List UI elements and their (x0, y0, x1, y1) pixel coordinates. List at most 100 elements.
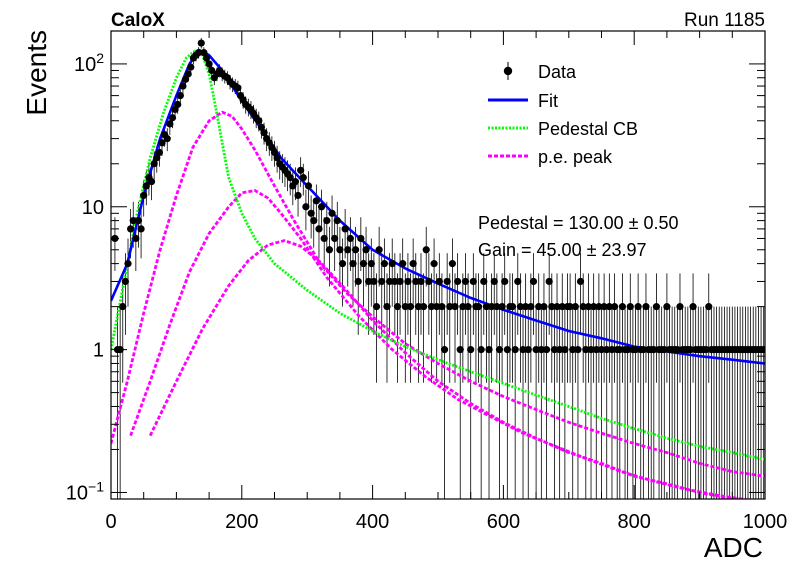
curve-p-e-peak (148, 239, 741, 499)
data-point (336, 246, 344, 254)
x-tick-label: 1000 (743, 511, 788, 533)
data-point (163, 135, 171, 143)
data-point (338, 260, 347, 268)
data-point (425, 277, 433, 286)
y-tick-label: 102 (74, 50, 104, 76)
y-tick-label: 10 (82, 197, 104, 219)
data-point (399, 260, 407, 268)
data-point (132, 234, 140, 243)
data-point (124, 260, 132, 268)
curve-pedestal-cb (111, 48, 765, 461)
data-point (195, 49, 203, 57)
data-point (325, 246, 334, 254)
data-point (574, 346, 582, 354)
data-point (137, 225, 145, 233)
data-point (605, 303, 613, 311)
data-point (511, 346, 519, 354)
data-point (652, 303, 661, 311)
data-point (582, 346, 590, 354)
legend-entry-data: Data (503, 62, 577, 82)
data-point (184, 70, 192, 78)
data-point (469, 277, 477, 286)
data-point (474, 303, 483, 311)
legend-entry-pe-peak: p.e. peak (488, 147, 613, 167)
data-point (430, 260, 438, 268)
y-axis-label: Events (21, 30, 52, 116)
data-point (464, 303, 472, 311)
data-point (291, 178, 300, 186)
data-point (414, 303, 422, 311)
data-point (610, 303, 619, 311)
data-point (522, 303, 530, 311)
data-point (532, 346, 540, 354)
data-point (181, 75, 190, 83)
data-point (550, 346, 559, 354)
data-point (409, 260, 417, 268)
data-point (529, 277, 538, 286)
data-point (378, 277, 386, 286)
y-tick-labels: 10−1 1 10 102 (66, 50, 104, 505)
data-point (535, 303, 543, 311)
data-point (134, 217, 143, 225)
data-point (304, 182, 313, 190)
data-point (477, 346, 485, 354)
data-point (346, 234, 354, 243)
data-point (386, 277, 394, 286)
data-point (519, 346, 527, 354)
data-point (624, 346, 632, 354)
data-point (357, 234, 365, 243)
data-point (129, 217, 137, 225)
data-point (294, 191, 302, 200)
data-point (467, 346, 475, 354)
data-point (427, 303, 436, 311)
data-point (412, 277, 420, 286)
x-tick-label: 800 (618, 511, 651, 533)
data-point (459, 303, 467, 311)
data-point (367, 260, 375, 268)
data-point (514, 277, 522, 286)
data-point (542, 346, 551, 354)
data-point (127, 225, 135, 233)
run-label: Run 1185 (684, 10, 765, 31)
y-tick-label: 10−1 (66, 478, 104, 504)
data-point (401, 303, 409, 311)
data-point (393, 303, 402, 311)
data-point (626, 303, 634, 311)
data-point (634, 303, 642, 311)
data-point (270, 148, 279, 157)
data-point (553, 303, 561, 311)
data-point (197, 39, 205, 47)
data-point (631, 346, 640, 354)
data-point (490, 277, 498, 286)
data-point (372, 303, 381, 311)
data-point (676, 303, 684, 311)
data-point (351, 246, 360, 254)
data-point (569, 346, 577, 354)
x-axis-label: ADC (704, 532, 763, 563)
data-point (354, 277, 362, 286)
data-point (380, 260, 388, 268)
legend-label: Pedestal CB (538, 119, 638, 139)
data-point (501, 277, 509, 286)
data-point (187, 63, 195, 71)
legend-entry-pedestal: Pedestal CB (488, 119, 638, 139)
data-point (597, 346, 606, 354)
data-point (545, 277, 553, 286)
data-point (461, 277, 470, 286)
data-point (375, 246, 383, 254)
data-point (234, 84, 242, 92)
data-point (315, 225, 323, 233)
data-point (595, 303, 603, 311)
data-point (503, 346, 511, 354)
data-point (286, 174, 294, 182)
axis-ticks (110, 31, 766, 500)
data-point (566, 303, 574, 311)
data-point (323, 217, 331, 225)
data-point (362, 246, 370, 254)
data-point (485, 346, 493, 354)
data-point (537, 346, 545, 354)
data-point (639, 346, 647, 354)
data-point (312, 197, 320, 205)
data-point (417, 277, 425, 286)
